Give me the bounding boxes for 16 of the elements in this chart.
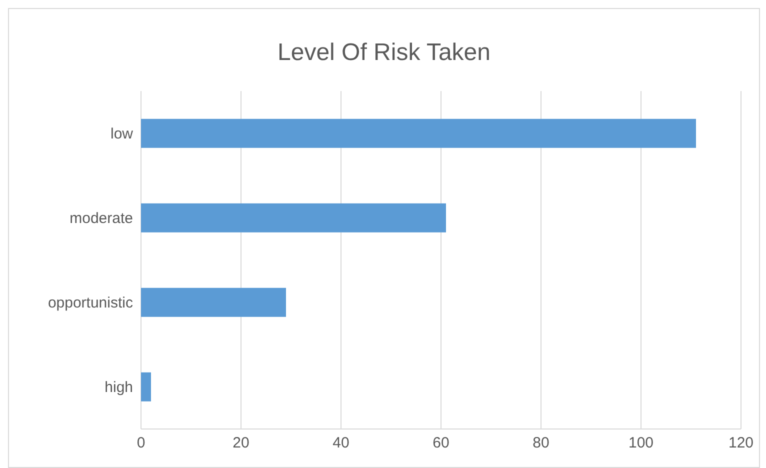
- chart-title: Level Of Risk Taken: [276, 39, 492, 67]
- x-tick-label: 20: [232, 434, 250, 452]
- y-tick-label: high: [104, 379, 133, 396]
- y-tick-label: moderate: [70, 210, 133, 228]
- y-tick-label: low: [110, 126, 134, 143]
- x-tick-label: 40: [332, 434, 350, 452]
- bar: [141, 288, 286, 317]
- bar: [141, 118, 696, 148]
- x-tick-label: 0: [136, 434, 146, 452]
- x-tick-label: 120: [728, 434, 754, 452]
- x-tick-label: 60: [432, 434, 450, 452]
- x-tick-label: 80: [532, 434, 550, 452]
- x-tick-label: 100: [628, 434, 654, 452]
- bar: [141, 372, 151, 402]
- bar: [141, 203, 446, 232]
- y-tick-label: opportunistic: [48, 294, 134, 312]
